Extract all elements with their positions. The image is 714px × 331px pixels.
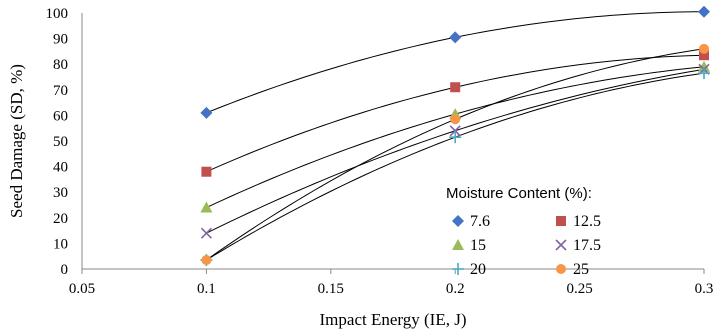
legend-marker-15 bbox=[452, 239, 464, 250]
x-axis-title: Impact Energy (IE, J) bbox=[320, 310, 467, 329]
x-tick-label: 0.25 bbox=[566, 281, 592, 297]
x-tick-label: 0.05 bbox=[69, 281, 95, 297]
legend-title: Moisture Content (%): bbox=[446, 185, 592, 202]
y-tick-label: 50 bbox=[53, 134, 68, 150]
data-point-25 bbox=[699, 43, 709, 54]
legend-label: 12.5 bbox=[573, 213, 601, 230]
y-tick-label: 30 bbox=[53, 185, 68, 201]
trendline-17.5 bbox=[206, 68, 705, 234]
y-tick-label: 40 bbox=[53, 160, 68, 176]
x-axis-ticks: 0.05 0.1 0.15 0.2 0.25 0.3 bbox=[69, 269, 714, 297]
legend-marker-20 bbox=[452, 263, 464, 275]
data-point-12.5 bbox=[201, 166, 212, 177]
data-point-20 bbox=[698, 67, 710, 80]
y-axis-title: Seed Damage (SD, %) bbox=[7, 64, 26, 218]
legend-label: 25 bbox=[573, 261, 589, 278]
x-tick-label: 0.3 bbox=[695, 281, 714, 297]
y-tick-label: 90 bbox=[53, 32, 68, 48]
data-point-12.5 bbox=[450, 82, 461, 93]
plot-area bbox=[81, 13, 704, 270]
x-tick-label: 0.15 bbox=[318, 281, 344, 297]
legend-marker-25 bbox=[556, 264, 566, 274]
data-point-7.6 bbox=[698, 5, 710, 18]
trendline-25 bbox=[206, 48, 705, 261]
legend: Moisture Content (%): 7.6 12.5 15 17.5 20 25 bbox=[446, 185, 601, 278]
legend-marker-17.5 bbox=[555, 239, 567, 251]
y-tick-label: 60 bbox=[53, 108, 68, 124]
legend-marker-7.6 bbox=[452, 215, 464, 227]
legend-label: 7.6 bbox=[470, 213, 490, 230]
data-point-15 bbox=[200, 201, 213, 213]
data-markers bbox=[200, 5, 710, 267]
data-point-25 bbox=[201, 255, 212, 266]
y-tick-label: 80 bbox=[53, 57, 68, 73]
data-point-7.6 bbox=[200, 106, 213, 119]
data-point-12.5 bbox=[699, 50, 709, 61]
data-point-25 bbox=[450, 114, 461, 125]
data-point-17.5 bbox=[200, 227, 212, 239]
y-tick-label: 20 bbox=[53, 211, 68, 227]
legend-marker-12.5 bbox=[556, 216, 566, 226]
legend-label: 17.5 bbox=[573, 237, 601, 254]
x-tick-label: 0.1 bbox=[197, 281, 216, 297]
data-point-20 bbox=[449, 131, 462, 144]
y-tick-label: 10 bbox=[53, 236, 68, 252]
data-point-7.6 bbox=[449, 31, 462, 44]
y-tick-label: 100 bbox=[46, 6, 69, 22]
data-point-17.5 bbox=[449, 125, 461, 137]
legend-label: 15 bbox=[470, 237, 486, 254]
legend-label: 20 bbox=[470, 261, 486, 278]
x-tick-label: 0.2 bbox=[446, 281, 465, 297]
y-tick-label: 70 bbox=[53, 83, 68, 99]
y-axis-ticks: 0 10 20 30 40 50 60 70 80 90 100 bbox=[46, 6, 69, 278]
trendline-20 bbox=[206, 72, 705, 261]
y-tick-label: 0 bbox=[61, 262, 69, 278]
data-point-15 bbox=[698, 60, 710, 72]
